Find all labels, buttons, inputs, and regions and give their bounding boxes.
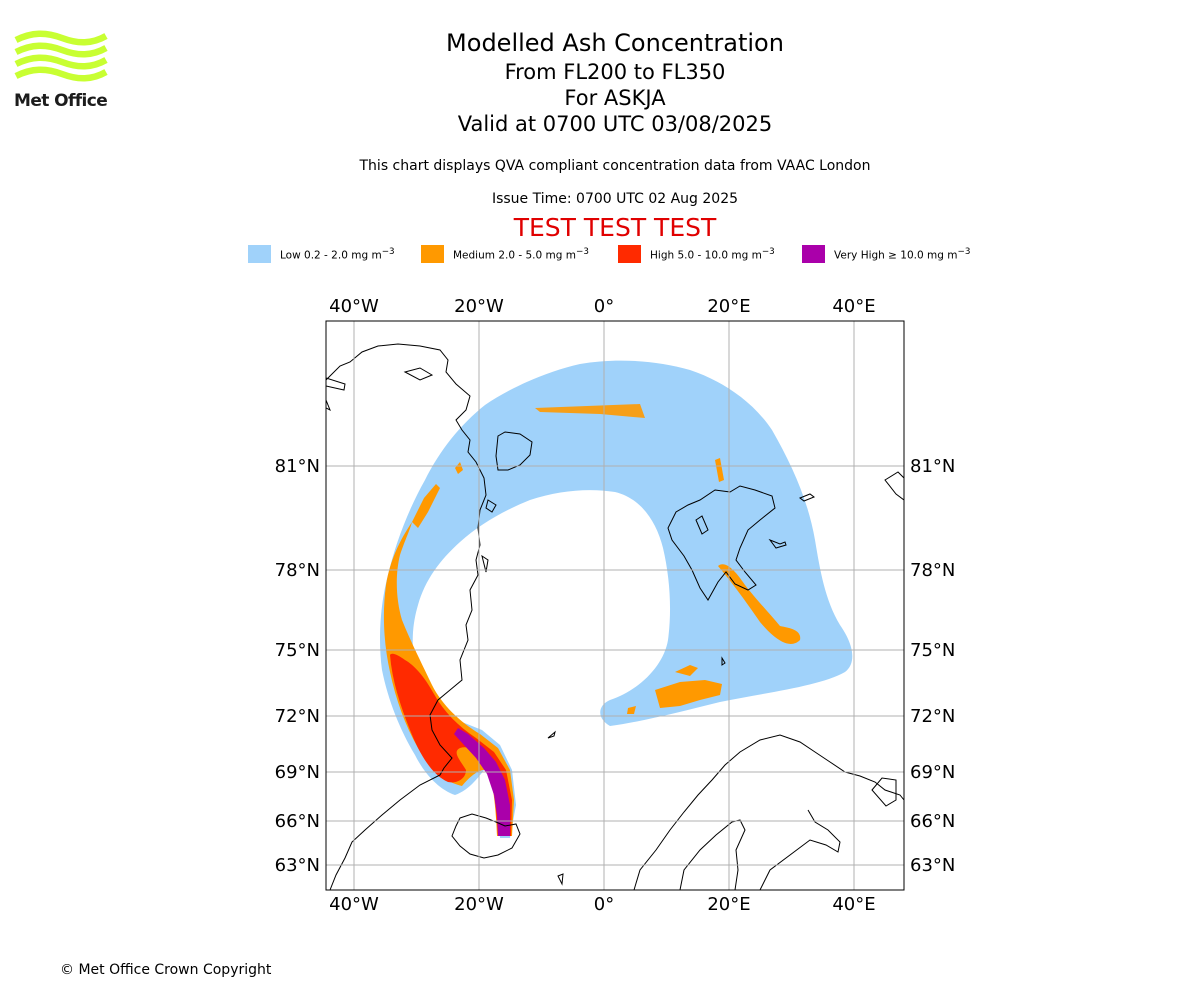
lat-label-left-72n: 72°N — [275, 706, 320, 727]
map-frame — [325, 320, 905, 891]
legend-swatch-low — [248, 245, 271, 263]
graticule — [326, 321, 904, 890]
lat-label-left-66n: 66°N — [275, 811, 320, 832]
lat-label-right-75n: 75°N — [910, 640, 955, 661]
legend-swatch-very-high — [802, 245, 825, 263]
lat-label-left-75n: 75°N — [275, 640, 320, 661]
lon-label-top-40w: 40°W — [329, 296, 379, 317]
coastlines — [326, 343, 904, 890]
lon-label-top-40e: 40°E — [832, 296, 875, 317]
met-office-logo — [14, 30, 108, 82]
lat-label-right-72n: 72°N — [910, 706, 955, 727]
lat-label-right-69n: 69°N — [910, 762, 955, 783]
title-block: Modelled Ash Concentration From FL200 to… — [0, 28, 1200, 137]
legend-label-low: Low 0.2 - 2.0 mg m−3 — [280, 247, 395, 262]
lon-label-bottom-20w: 20°W — [454, 894, 504, 915]
copyright: © Met Office Crown Copyright — [60, 962, 272, 978]
volcano-name: For ASKJA — [564, 86, 666, 110]
legend-label-medium: Medium 2.0 - 5.0 mg m−3 — [453, 247, 589, 262]
lon-label-bottom-40e: 40°E — [832, 894, 875, 915]
lon-label-top-20w: 20°W — [454, 296, 504, 317]
lon-label-bottom-0: 0° — [594, 894, 614, 915]
lat-label-right-63n: 63°N — [910, 855, 955, 876]
lat-label-left-78n: 78°N — [275, 560, 320, 581]
lat-label-right-66n: 66°N — [910, 811, 955, 832]
lat-label-left-63n: 63°N — [275, 855, 320, 876]
lat-label-left-81n: 81°N — [275, 456, 320, 477]
valid-time: Valid at 0700 UTC 03/08/2025 — [457, 112, 773, 136]
legend-label-very-high: Very High ≥ 10.0 mg m−3 — [834, 247, 971, 262]
lon-label-bottom-40w: 40°W — [329, 894, 379, 915]
logo-text: Met Office — [14, 91, 108, 111]
lat-label-right-78n: 78°N — [910, 560, 955, 581]
chart-title: Modelled Ash Concentration — [446, 29, 784, 57]
flight-levels: From FL200 to FL350 — [504, 60, 726, 84]
ash-high-area — [390, 653, 512, 836]
lat-label-left-69n: 69°N — [275, 762, 320, 783]
lat-label-right-81n: 81°N — [910, 456, 955, 477]
lon-label-top-20e: 20°E — [707, 296, 750, 317]
legend-label-high: High 5.0 - 10.0 mg m−3 — [650, 247, 775, 262]
description: This chart displays QVA compliant concen… — [359, 158, 871, 174]
ash-low-plume — [380, 360, 853, 838]
test-banner: TEST TEST TEST — [513, 213, 717, 242]
legend-swatch-high — [618, 245, 641, 263]
lon-label-top-0: 0° — [594, 296, 614, 317]
legend-swatch-medium — [421, 245, 444, 263]
issue-time: Issue Time: 0700 UTC 02 Aug 2025 — [491, 191, 739, 207]
lon-label-bottom-20e: 20°E — [707, 894, 750, 915]
